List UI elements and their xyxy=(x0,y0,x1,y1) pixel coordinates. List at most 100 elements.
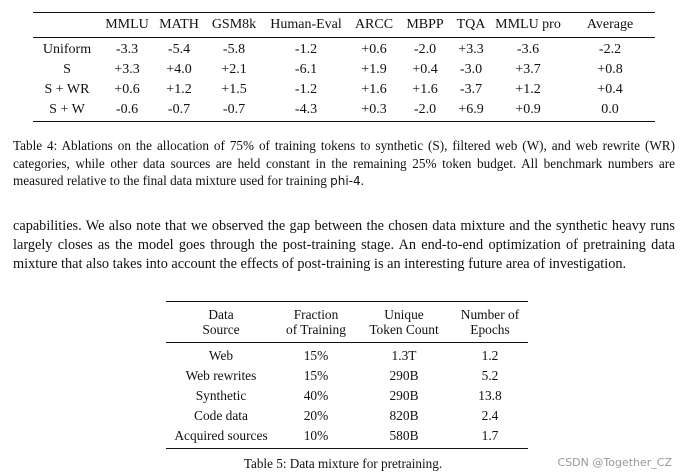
table-row: Acquired sources 10% 580B 1.7 xyxy=(166,426,528,446)
table-cell: Acquired sources xyxy=(174,428,268,443)
table-cell: +3.7 xyxy=(515,62,541,77)
table-4-caption-text: Table 4: Ablations on the allocation of … xyxy=(13,138,675,188)
table-cell: +3.3 xyxy=(458,42,484,57)
table-cell: -5.4 xyxy=(167,42,191,57)
table-cell: S + W xyxy=(49,102,85,117)
table-4-caption-model: phi-4 xyxy=(330,174,361,188)
watermark: CSDN @Together_CZ xyxy=(557,456,672,469)
table-4-header-cell: ARCC xyxy=(354,17,394,32)
table-cell: -0.7 xyxy=(222,102,246,117)
table-cell: 1.7 xyxy=(481,428,499,443)
table-cell: +6.9 xyxy=(458,102,484,117)
header-line: Number of xyxy=(460,306,520,322)
table-cell: -3.0 xyxy=(459,62,483,77)
table-cell: -0.7 xyxy=(167,102,191,117)
table-cell: +2.1 xyxy=(221,62,247,77)
table-cell: 820B xyxy=(389,408,419,423)
table-row: Synthetic 40% 290B 13.8 xyxy=(166,386,528,406)
table-cell: +0.6 xyxy=(114,82,140,97)
table-cell: +4.0 xyxy=(166,62,192,77)
table-row: S + W -0.6 -0.7 -0.7 -4.3 +0.3 -2.0 +6.9… xyxy=(33,100,655,120)
table-cell: 10% xyxy=(303,428,329,443)
table-4-header-cell: MMLU xyxy=(105,17,149,32)
table-cell: 5.2 xyxy=(481,368,499,383)
header-line: Source xyxy=(202,322,240,337)
table-4: MMLU MATH GSM8k Human-Eval ARCC MBPP TQA… xyxy=(33,12,655,122)
table-cell: +1.9 xyxy=(361,62,387,77)
table-cell: -2.0 xyxy=(413,102,437,117)
table-4-header-cell: MMLU pro xyxy=(495,17,561,32)
header-line: Data xyxy=(208,306,234,322)
table-4-top-rule xyxy=(33,12,655,13)
table-cell: S + WR xyxy=(44,82,90,97)
table-cell: -0.6 xyxy=(115,102,139,117)
table-4-header-row: MMLU MATH GSM8k Human-Eval ARCC MBPP TQA… xyxy=(33,13,655,37)
table-cell: -2.2 xyxy=(598,42,622,57)
table-cell: Uniform xyxy=(42,42,92,57)
table-cell: 15% xyxy=(303,368,329,383)
table-4-bottom-rule xyxy=(33,121,655,122)
table-row: Uniform -3.3 -5.4 -5.8 -1.2 +0.6 -2.0 +3… xyxy=(33,40,655,60)
table-4-caption: Table 4: Ablations on the allocation of … xyxy=(13,137,675,191)
table-5-header-row: Data Source Fraction of Training Unique Tok… xyxy=(166,302,528,342)
table-4-header-cell: MATH xyxy=(159,17,199,32)
table-cell: 290B xyxy=(389,388,419,403)
table-4-header-cell: MBPP xyxy=(406,17,444,32)
table-cell: 40% xyxy=(303,388,329,403)
table-cell: -3.7 xyxy=(459,82,483,97)
table-cell: +3.3 xyxy=(114,62,140,77)
table-cell: -3.3 xyxy=(115,42,139,57)
table-cell: 20% xyxy=(303,408,329,423)
table-4-caption-end: . xyxy=(360,173,364,188)
table-cell: 2.4 xyxy=(481,408,499,423)
table-5: Data Source Fraction of Training Unique Tok… xyxy=(166,301,528,449)
table-5-header-cell: Unique Token Count xyxy=(356,307,452,338)
table-4-header-cell: TQA xyxy=(456,17,486,32)
table-4-body: Uniform -3.3 -5.4 -5.8 -1.2 +0.6 -2.0 +3… xyxy=(33,38,655,121)
table-cell: -1.2 xyxy=(294,42,318,57)
table-cell: 1.3T xyxy=(391,348,417,363)
table-row: Web rewrites 15% 290B 5.2 xyxy=(166,366,528,386)
table-4-mid-rule xyxy=(33,37,655,38)
table-cell: +1.6 xyxy=(361,82,387,97)
table-row: S +3.3 +4.0 +2.1 -6.1 +1.9 +0.4 -3.0 +3.… xyxy=(33,60,655,80)
table-5-body: Web 15% 1.3T 1.2 Web rewrites 15% 290B 5… xyxy=(166,343,528,448)
table-4-header-cell: GSM8k xyxy=(211,17,257,32)
table-cell: 1.2 xyxy=(481,348,499,363)
header-line: Fraction xyxy=(293,306,339,322)
table-cell: +0.4 xyxy=(412,62,438,77)
table-cell: +0.4 xyxy=(597,82,623,97)
body-paragraph: capabilities. We also note that we obser… xyxy=(13,218,675,273)
header-line: of Training xyxy=(286,322,346,337)
table-cell: -3.6 xyxy=(516,42,540,57)
table-cell: 290B xyxy=(389,368,419,383)
table-cell: -4.3 xyxy=(294,102,318,117)
table-cell: S xyxy=(63,62,71,77)
table-5-bottom-rule xyxy=(166,448,528,449)
table-cell: Code data xyxy=(194,408,248,423)
table-cell: Web rewrites xyxy=(185,368,257,383)
table-cell: 0.0 xyxy=(601,102,619,117)
table-5-header-cell: Data Source xyxy=(166,307,276,338)
table-row: Web 15% 1.3T 1.2 xyxy=(166,346,528,366)
table-cell: +0.6 xyxy=(361,42,387,57)
table-5-caption: Table 5: Data mixture for pretraining. xyxy=(243,456,443,471)
table-cell: 15% xyxy=(303,348,329,363)
table-cell: +0.8 xyxy=(597,62,623,77)
table-cell: 13.8 xyxy=(478,388,502,403)
table-cell: +1.5 xyxy=(221,82,247,97)
table-cell: -6.1 xyxy=(294,62,318,77)
table-cell: +1.2 xyxy=(515,82,541,97)
header-line: Token Count xyxy=(369,322,439,337)
table-cell: -1.2 xyxy=(294,82,318,97)
header-line: Unique xyxy=(384,306,424,322)
table-5-header-cell: Number of Epochs xyxy=(452,307,528,338)
table-4-header-cell: Human-Eval xyxy=(270,17,342,32)
table-row: Code data 20% 820B 2.4 xyxy=(166,406,528,426)
table-row: S + WR +0.6 +1.2 +1.5 -1.2 +1.6 +1.6 -3.… xyxy=(33,80,655,100)
table-5-mid-rule xyxy=(166,342,528,343)
header-line: Epochs xyxy=(470,322,510,337)
table-cell: +0.9 xyxy=(515,102,541,117)
table-5-top-rule xyxy=(166,301,528,302)
